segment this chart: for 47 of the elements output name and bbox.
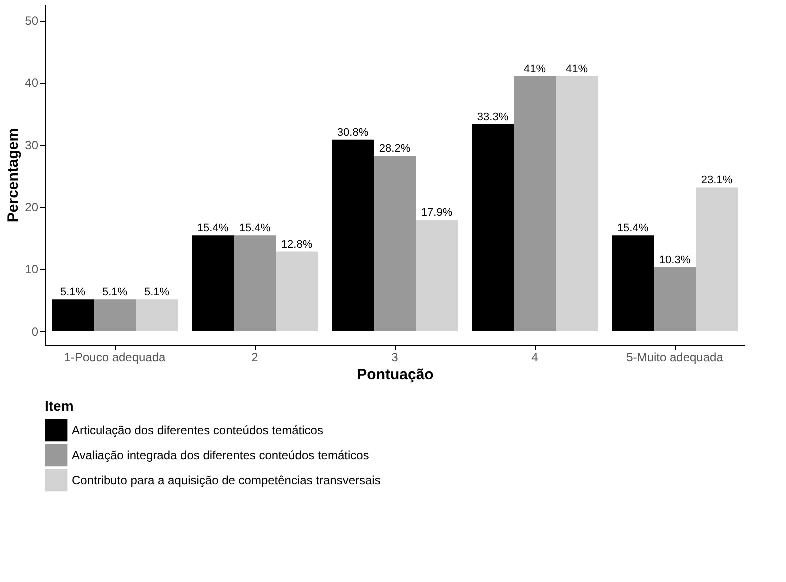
bar xyxy=(514,76,556,332)
bar xyxy=(416,220,458,332)
x-tick-label: 1-Pouco adequada xyxy=(64,350,166,364)
data-label: 10.3% xyxy=(659,254,691,266)
y-axis-title: Percentagem xyxy=(5,128,22,223)
bar xyxy=(654,267,696,332)
x-tick-label: 3 xyxy=(392,350,399,364)
legend-label: Articulação dos diferentes conteúdos temáticos xyxy=(72,424,324,438)
y-tick-label: 10 xyxy=(25,262,39,277)
bar xyxy=(192,236,234,332)
bar xyxy=(234,236,276,332)
bar xyxy=(332,140,374,332)
bar xyxy=(612,236,654,332)
data-label: 41% xyxy=(524,63,546,76)
data-label: 15.4% xyxy=(197,222,229,235)
data-label: 33.3% xyxy=(477,111,509,124)
data-label: 5.1% xyxy=(102,286,128,299)
bar xyxy=(374,156,416,332)
data-label: 41% xyxy=(566,63,588,76)
bar xyxy=(556,76,598,332)
bar xyxy=(94,300,136,332)
bar xyxy=(136,300,178,332)
bar xyxy=(52,300,94,332)
data-label: 30.8% xyxy=(337,126,369,139)
x-tick-label: 4 xyxy=(532,350,539,364)
data-label: 15.4% xyxy=(617,222,649,235)
y-tick-label: 40 xyxy=(25,76,39,90)
data-label: 17.9% xyxy=(421,207,453,220)
legend-title: Item xyxy=(45,398,74,414)
bar xyxy=(696,188,738,332)
y-tick-label: 20 xyxy=(25,200,39,215)
data-label: 12.8% xyxy=(281,238,313,251)
y-tick-label: 0 xyxy=(32,324,39,339)
bar xyxy=(276,252,318,332)
legend-label: Contributo para a aquisição de competências transversais xyxy=(72,474,381,488)
legend-label: Avaliação integrada dos diferentes conteúdos temáticos xyxy=(72,448,370,462)
data-label: 28.2% xyxy=(379,143,411,156)
bar xyxy=(472,124,514,332)
x-tick-label: 5-Muito adequada xyxy=(626,350,724,364)
data-label: 5.1% xyxy=(60,286,86,299)
y-tick-label: 30 xyxy=(25,138,39,152)
x-axis-title: Pontuação xyxy=(357,366,434,384)
data-label: 15.4% xyxy=(239,222,271,235)
y-tick-label: 50 xyxy=(25,14,39,28)
data-label: 5.1% xyxy=(144,286,170,299)
x-tick-label: 2 xyxy=(252,350,259,364)
data-label: 23.1% xyxy=(701,174,733,187)
